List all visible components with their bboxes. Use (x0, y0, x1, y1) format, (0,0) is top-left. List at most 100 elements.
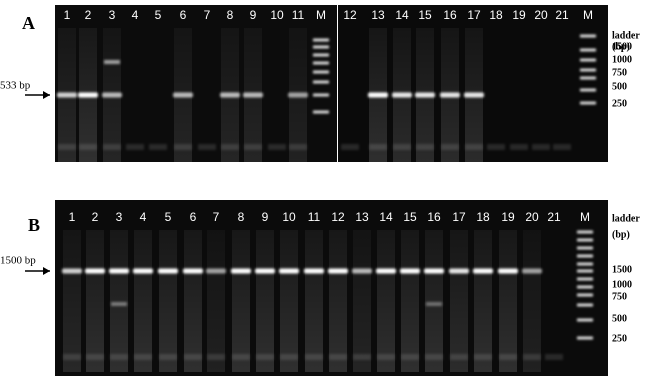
primer-dimer (280, 354, 298, 360)
band (400, 268, 420, 274)
ladder-band (577, 246, 593, 250)
primer-dimer (244, 144, 262, 150)
lane-smear (425, 230, 443, 372)
ladder-band (580, 58, 596, 62)
lane-label: 3 (116, 210, 123, 224)
band (255, 268, 275, 274)
ladder-size: 250 (612, 98, 627, 109)
ladder-band (577, 285, 593, 289)
lane-label: 16 (427, 210, 441, 224)
ladder-band (577, 230, 593, 234)
lane-label: 6 (180, 8, 187, 22)
ladder-band (313, 110, 329, 114)
lane-label: M (316, 8, 326, 22)
lane-label: 19 (501, 210, 515, 224)
ladder-size: 500 (612, 81, 627, 92)
ladder-size: 750 (612, 291, 627, 302)
primer-dimer (63, 354, 81, 360)
primer-dimer (159, 354, 177, 360)
lane-label: 4 (140, 210, 147, 224)
lane-smear (401, 230, 419, 372)
primer-dimer (450, 354, 468, 360)
lane-label: 1 (64, 8, 71, 22)
band (111, 302, 127, 306)
panel-label: B (28, 215, 40, 235)
primer-dimer (134, 354, 152, 360)
ladder-band (580, 48, 596, 52)
lane-label: 14 (395, 8, 409, 22)
ladder-band (577, 303, 593, 307)
primer-dimer (198, 144, 216, 150)
band (304, 268, 324, 274)
ladder-title: ladder (612, 213, 640, 224)
primer-dimer (474, 354, 492, 360)
lane-label: 15 (418, 8, 432, 22)
primer-dimer (174, 144, 192, 150)
ladder-band (313, 61, 329, 65)
primer-dimer (256, 354, 274, 360)
band (243, 92, 263, 98)
size-marker: 1500 bp (0, 255, 36, 267)
band (206, 268, 226, 274)
lane-smear (280, 230, 298, 372)
lane-label: M (583, 8, 593, 22)
lane-smear (184, 230, 202, 372)
primer-dimer (499, 354, 517, 360)
ladder-size: 1500 (612, 41, 632, 52)
primer-dimer (369, 144, 387, 150)
ladder-band (313, 80, 329, 84)
lane-label: 11 (292, 8, 305, 22)
lane-label: 18 (489, 8, 503, 22)
lane-label: M (580, 210, 590, 224)
primer-dimer (553, 144, 571, 150)
lane-label: 1 (69, 210, 76, 224)
lane-label: 15 (403, 210, 417, 224)
primer-dimer (523, 354, 541, 360)
ladder-band (577, 318, 593, 322)
lane-smear (523, 230, 541, 372)
ladder-size: 500 (612, 313, 627, 324)
band (231, 268, 251, 274)
band (173, 92, 193, 98)
lane-label: 12 (331, 210, 345, 224)
lane-label: 11 (308, 210, 321, 224)
ladder-band (313, 70, 329, 74)
lane-label: 8 (227, 8, 234, 22)
band (109, 268, 129, 274)
panel-label: A (22, 13, 35, 33)
primer-dimer (377, 354, 395, 360)
lane-label: 5 (155, 8, 162, 22)
ladder-band (580, 34, 596, 38)
lane-smear (134, 230, 152, 372)
primer-dimer (532, 144, 550, 150)
primer-dimer (425, 354, 443, 360)
band (392, 92, 412, 98)
primer-dimer (207, 354, 225, 360)
ladder-band (313, 45, 329, 49)
band (415, 92, 435, 98)
ladder-size: 1000 (612, 54, 632, 65)
lane-label: 17 (452, 210, 466, 224)
ladder-size: 1500 (612, 264, 632, 275)
band (473, 268, 493, 274)
lane-label: 16 (443, 8, 457, 22)
lane-smear (110, 230, 128, 372)
primer-dimer (393, 144, 411, 150)
primer-dimer (86, 354, 104, 360)
lane-smear (63, 230, 81, 372)
primer-dimer (221, 144, 239, 150)
band (183, 268, 203, 274)
band (57, 92, 77, 98)
primer-dimer (103, 144, 121, 150)
ladder-band (580, 88, 596, 92)
lane-label: 5 (165, 210, 172, 224)
lane-label: 9 (250, 8, 257, 22)
lane-smear (474, 230, 492, 372)
lane-smear (329, 230, 347, 372)
lane-label: 9 (262, 210, 269, 224)
ladder-band (577, 277, 593, 281)
lane-label: 17 (467, 8, 481, 22)
primer-dimer (305, 354, 323, 360)
size-marker: 533 bp (0, 80, 31, 92)
lane-label: 4 (132, 8, 139, 22)
